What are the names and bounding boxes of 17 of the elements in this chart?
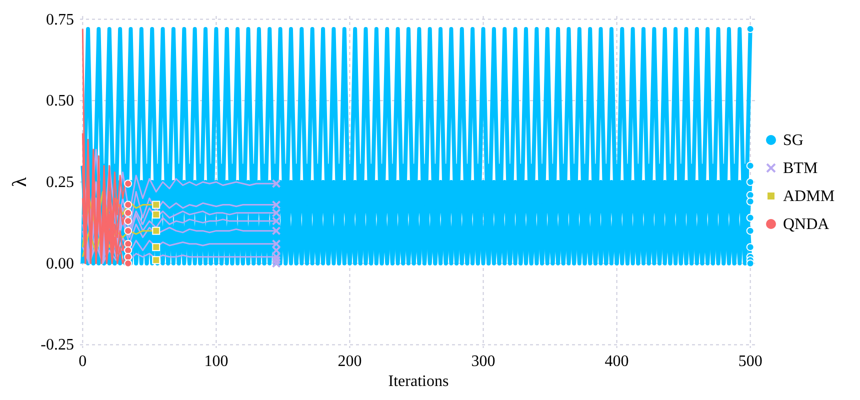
y-axis-title: λ [9,176,31,187]
x-tick-label: 300 [471,353,496,370]
x-tick-label: 200 [338,353,362,370]
x-tick-label: 100 [204,353,228,370]
legend-label: ADMM [783,188,835,205]
x-tick-label: 0 [78,353,87,370]
y-tick-label: 0.75 [46,11,74,28]
legend-label: SG [783,132,804,149]
y-tick-label: 0.50 [46,92,74,110]
y-tick-label: 0.00 [46,255,74,272]
x-tick-label: 400 [604,353,629,370]
x-tick-label: 500 [738,353,762,370]
x-axis-title: Iterations [388,373,449,390]
legend-label: QNDA [783,216,830,233]
y-tick-label: 0.25 [46,174,74,191]
legend-label: BTM [783,160,818,177]
y-tick-label: -0.25 [40,336,74,354]
